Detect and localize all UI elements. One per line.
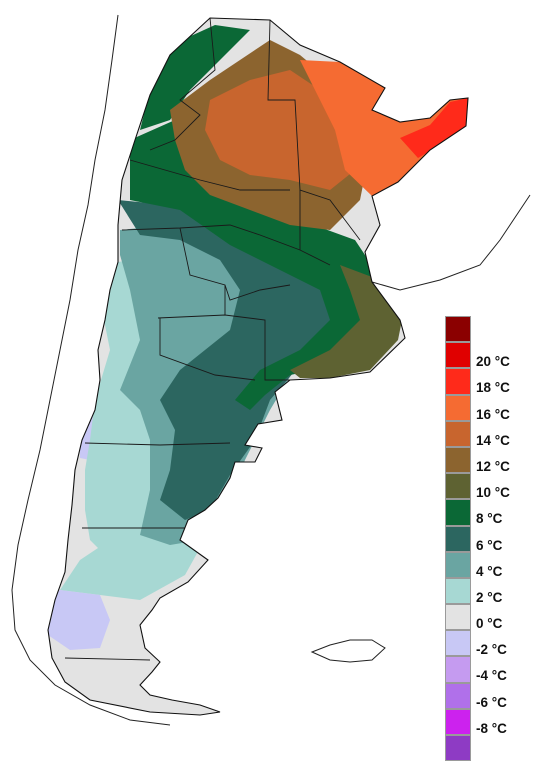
- legend-label: 20 °C: [476, 354, 510, 370]
- legend-swatch: [445, 394, 471, 421]
- legend-label: -6 °C: [476, 694, 507, 710]
- legend-item: 4 °C: [445, 551, 535, 579]
- province-borders: [64, 18, 361, 661]
- legend-label: 10 °C: [476, 485, 510, 501]
- legend-item: 6 °C: [445, 525, 535, 553]
- legend-swatch: [445, 473, 471, 500]
- legend-label: 14 °C: [476, 432, 510, 448]
- falkland-islands: [310, 639, 386, 663]
- legend-swatch: [445, 499, 471, 526]
- legend-item: 14 °C: [445, 420, 535, 448]
- zone-10c: [290, 265, 402, 378]
- legend-label: 16 °C: [476, 406, 510, 422]
- temperature-legend: 20 °C 18 °C 16 °C 14 °C 12 °C 10 °C 8 °C…: [445, 316, 535, 761]
- legend-item: 20 °C: [445, 342, 535, 370]
- legend-swatch: [445, 316, 471, 343]
- legend-swatch: [445, 446, 471, 474]
- chile-coastline: [11, 14, 171, 726]
- legend-item: 2 °C: [445, 577, 535, 605]
- legend-label: 4 °C: [476, 563, 503, 579]
- legend-swatch: [445, 682, 471, 709]
- legend-label: 18 °C: [476, 380, 510, 396]
- legend-swatch: [445, 420, 471, 447]
- zone-14c: [205, 70, 355, 190]
- legend-item: -2 °C: [445, 630, 535, 658]
- uruguay-outline: [371, 194, 531, 291]
- zone-8c: [130, 120, 395, 410]
- legend-swatch: [445, 708, 471, 735]
- legend-item: -6 °C: [445, 682, 535, 710]
- legend-swatch: [445, 630, 471, 657]
- legend-item: -8 °C: [445, 708, 535, 736]
- legend-item: 10 °C: [445, 473, 535, 501]
- legend-swatch: [445, 342, 471, 369]
- legend-label: 6 °C: [476, 537, 503, 553]
- legend-item: 8 °C: [445, 499, 535, 527]
- legend-label: 12 °C: [476, 458, 510, 474]
- legend-item: 16 °C: [445, 394, 535, 422]
- legend-item: -4 °C: [445, 656, 535, 684]
- zone-0c-southwest: [48, 590, 110, 650]
- legend-swatch: [445, 735, 471, 761]
- legend-label: 0 °C: [476, 616, 503, 632]
- legend-swatch: [445, 577, 471, 605]
- legend-item: 12 °C: [445, 446, 535, 474]
- legend-label: -8 °C: [476, 720, 507, 736]
- legend-label: -4 °C: [476, 668, 507, 684]
- legend-swatch: [445, 368, 471, 395]
- legend-swatch: [445, 551, 471, 578]
- zone-16c: [300, 60, 468, 196]
- legend-item: [445, 316, 535, 343]
- legend-swatch: [445, 656, 471, 683]
- legend-label: 2 °C: [476, 589, 503, 605]
- legend-label: 8 °C: [476, 511, 503, 527]
- legend-item: [445, 735, 535, 761]
- legend-swatch: [445, 525, 471, 552]
- legend-item: 18 °C: [445, 368, 535, 396]
- legend-label: -2 °C: [476, 642, 507, 658]
- legend-item: 0 °C: [445, 604, 535, 632]
- legend-swatch: [445, 604, 471, 631]
- zone-18c: [400, 98, 468, 158]
- temperature-map: [11, 14, 531, 726]
